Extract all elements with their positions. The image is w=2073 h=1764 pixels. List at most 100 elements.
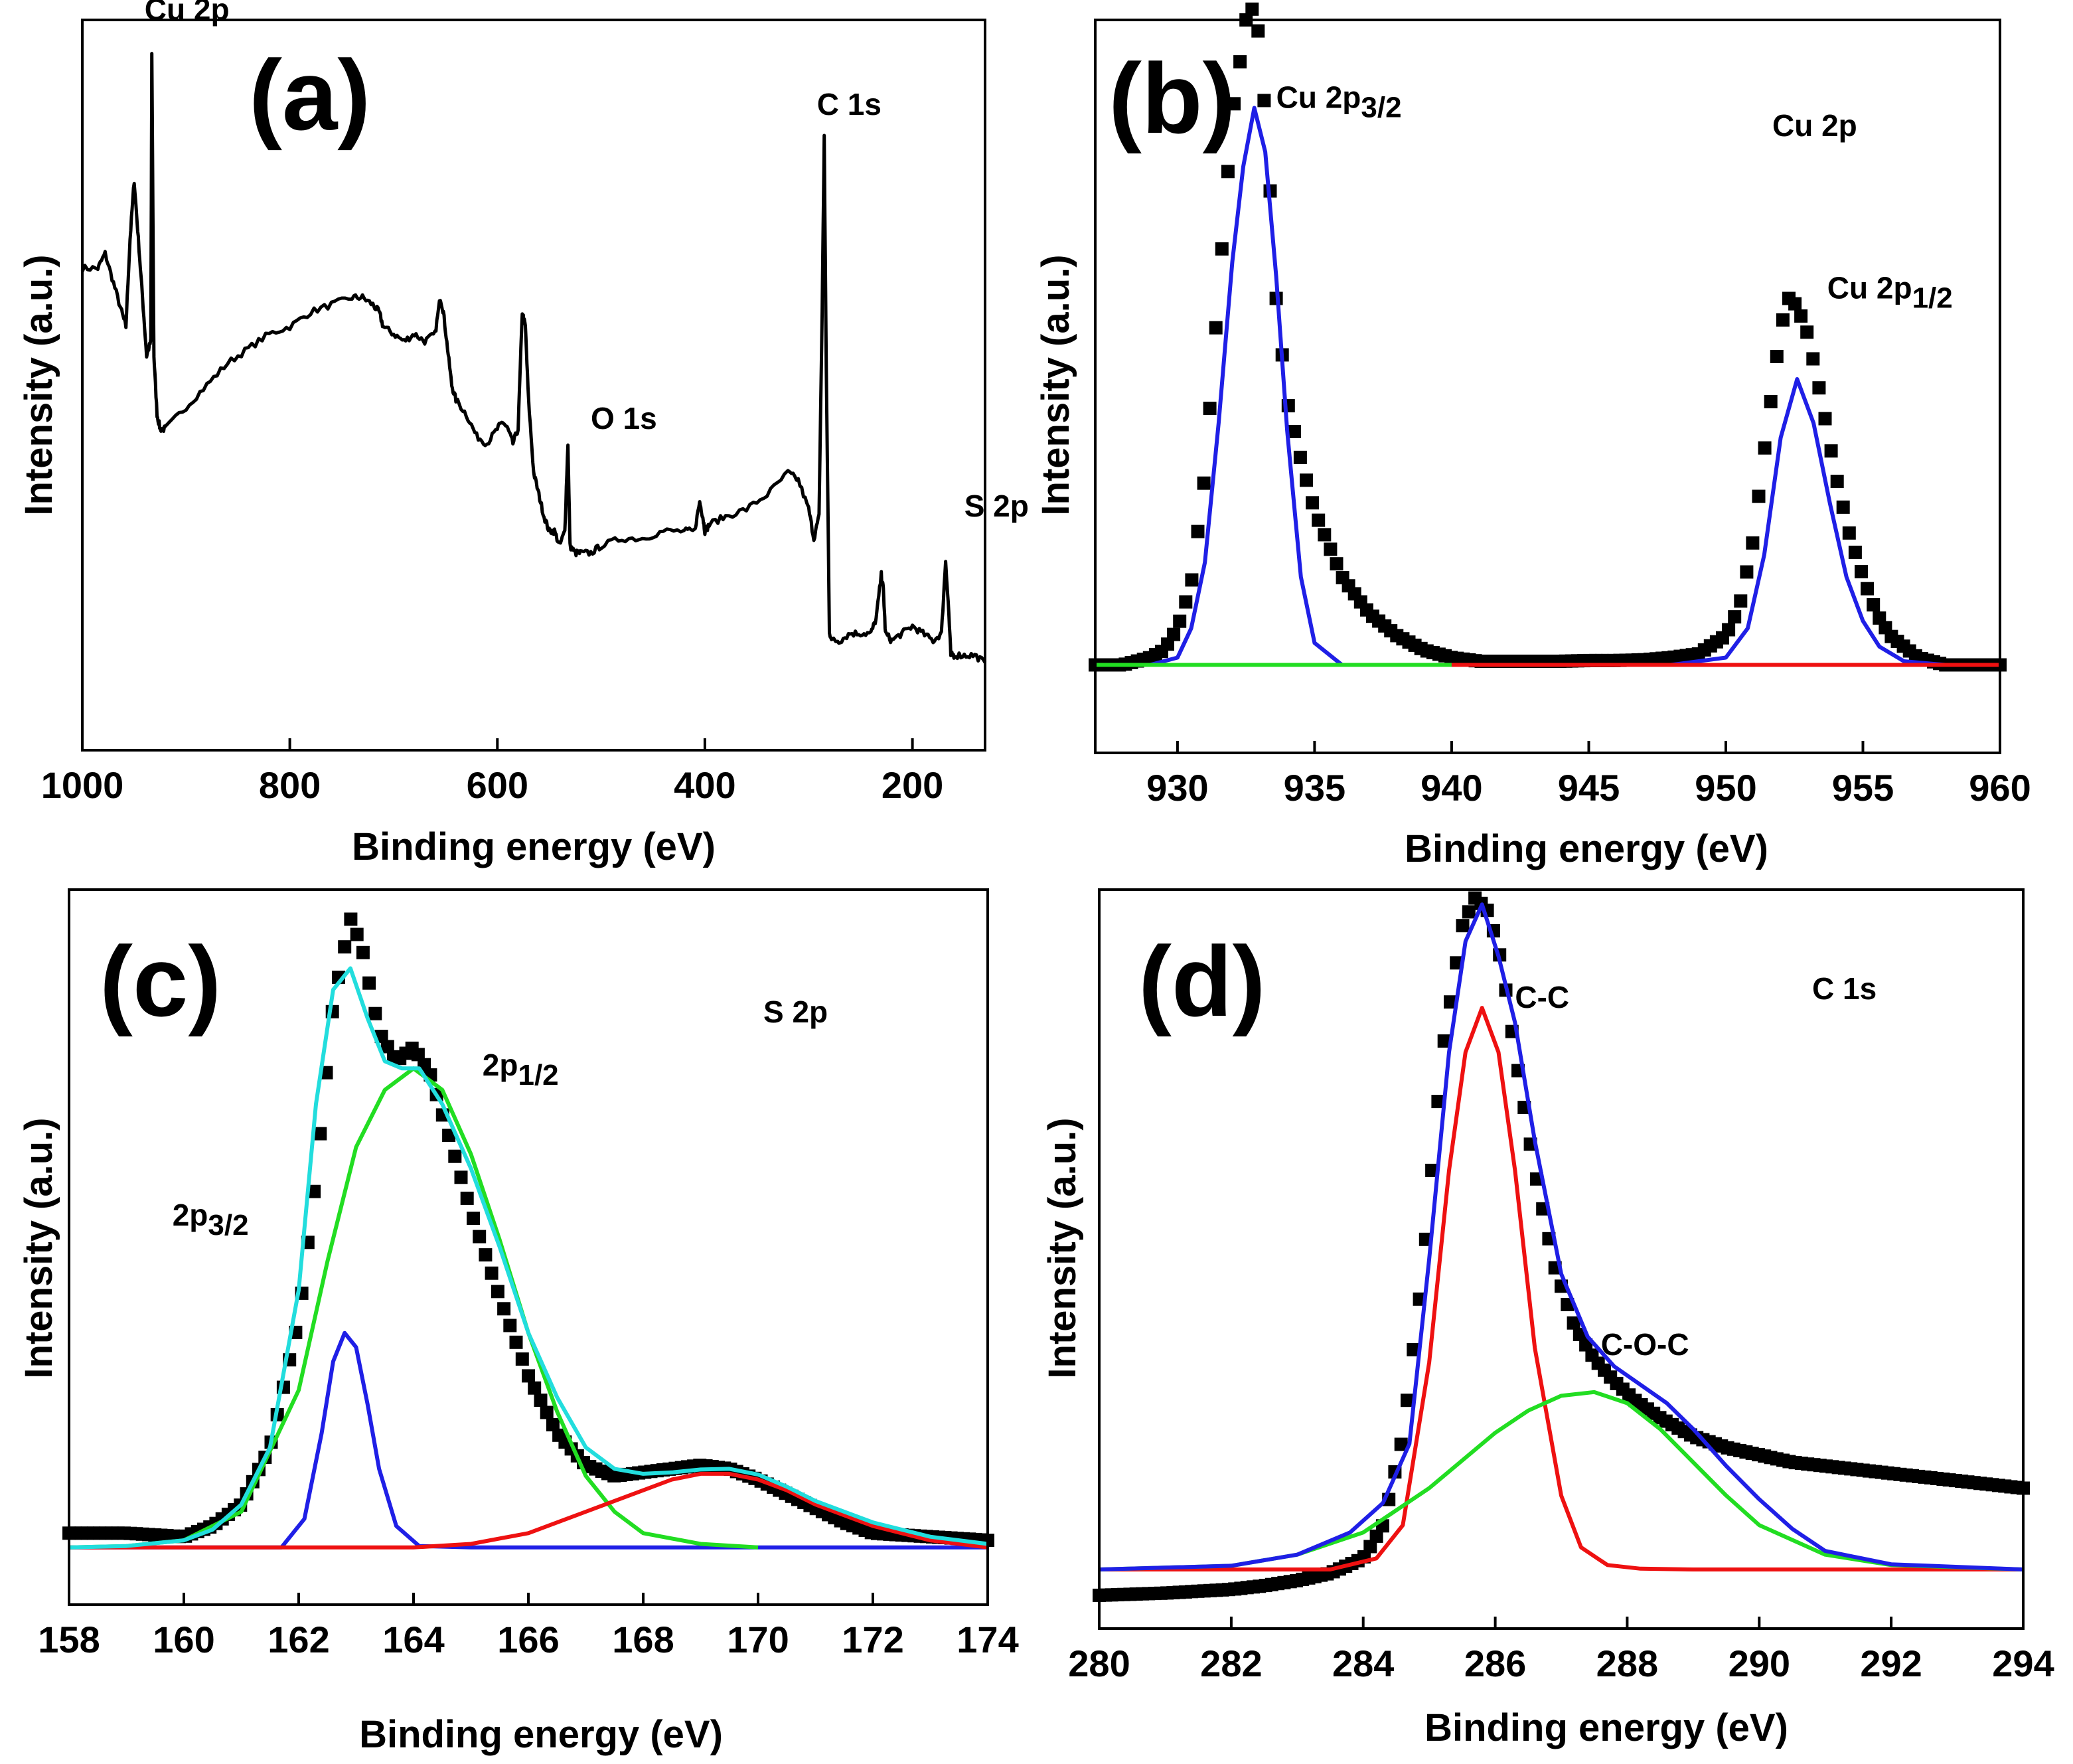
a-peak-annotation: O 1s bbox=[591, 401, 657, 436]
data-point bbox=[1369, 1529, 1383, 1543]
x-tick-label: 200 bbox=[882, 764, 943, 806]
data-point bbox=[479, 1248, 493, 1262]
data-point bbox=[1728, 610, 1742, 624]
x-tick-label: 280 bbox=[1068, 1643, 1130, 1684]
data-point bbox=[1734, 594, 1748, 608]
data-point bbox=[1800, 325, 1814, 339]
data-point bbox=[1450, 956, 1464, 970]
panel-d-title: C 1s bbox=[1812, 971, 1877, 1006]
x-tick-label: 935 bbox=[1284, 767, 1345, 809]
data-point bbox=[1251, 24, 1265, 38]
panel-c-label: (c) bbox=[100, 925, 221, 1037]
data-point bbox=[1579, 1338, 1593, 1352]
data-point bbox=[1456, 919, 1470, 933]
data-point bbox=[1824, 444, 1838, 458]
x-tick-label: 166 bbox=[497, 1619, 559, 1660]
panel-b-frame bbox=[1094, 19, 2001, 754]
data-point bbox=[1776, 313, 1790, 327]
b-series-1-line bbox=[1095, 106, 2000, 667]
data-point bbox=[522, 1369, 535, 1383]
data-point bbox=[1363, 1540, 1377, 1554]
x-tick-label: 162 bbox=[268, 1619, 329, 1660]
c-series-2-line bbox=[68, 1066, 759, 1550]
x-tick-label: 294 bbox=[1992, 1643, 2054, 1684]
panel-a-y-axis-title: Intensity (a.u.) bbox=[17, 254, 60, 515]
data-point bbox=[1215, 242, 1229, 256]
data-point bbox=[1770, 350, 1784, 363]
data-point bbox=[534, 1394, 548, 1407]
b-peak-annotation: Cu 2p3/2 bbox=[1276, 80, 1402, 124]
panel-a-x-axis-title: Binding energy (eV) bbox=[352, 825, 716, 868]
data-point bbox=[1300, 473, 1313, 487]
data-point bbox=[1401, 1394, 1414, 1407]
data-point bbox=[1257, 94, 1271, 108]
data-point bbox=[1867, 598, 1881, 611]
data-point bbox=[454, 1170, 468, 1184]
data-point bbox=[368, 1006, 382, 1020]
data-point bbox=[1722, 623, 1736, 637]
d-series-2-line bbox=[1099, 1390, 2024, 1571]
panel-d-marks bbox=[1093, 891, 2030, 1602]
panel-c-x-axis-title: Binding energy (eV) bbox=[359, 1713, 723, 1756]
panel-b-title: Cu 2p bbox=[1772, 108, 1857, 143]
data-point bbox=[448, 1149, 462, 1163]
data-point bbox=[1740, 565, 1754, 579]
panel-d: 280 282 284 286 288 290 292 294 (d) C 1s Bindin… bbox=[1041, 888, 2054, 1749]
data-point bbox=[1227, 97, 1241, 111]
data-point bbox=[1312, 513, 1326, 527]
data-point bbox=[540, 1405, 554, 1419]
data-point bbox=[1203, 402, 1217, 416]
panel-b-ticks: 930 935 940 945 950 955 960 bbox=[1146, 741, 2031, 809]
data-point bbox=[1173, 614, 1187, 628]
data-point bbox=[1855, 565, 1868, 579]
data-point bbox=[546, 1417, 560, 1431]
x-tick-label: 284 bbox=[1332, 1643, 1394, 1684]
panel-a: 1000 800 600 400 200 (a) Binding energy (eV)… bbox=[17, 0, 1029, 868]
data-point bbox=[1330, 557, 1344, 571]
data-point bbox=[503, 1319, 517, 1332]
data-point bbox=[344, 912, 358, 926]
panel-d-y-axis-title: Intensity (a.u.) bbox=[1041, 1117, 1084, 1378]
data-point bbox=[1191, 524, 1205, 538]
panel-a-frame bbox=[81, 19, 986, 752]
x-tick-label: 930 bbox=[1146, 767, 1208, 809]
data-point bbox=[1848, 545, 1862, 559]
x-tick-label: 800 bbox=[259, 764, 321, 806]
data-point bbox=[356, 945, 370, 959]
data-point bbox=[1197, 476, 1211, 490]
data-point bbox=[362, 976, 376, 990]
data-point bbox=[1179, 595, 1193, 609]
d-series-3-line bbox=[1099, 902, 2024, 1571]
d-peak-annotation: C-C bbox=[1515, 980, 1569, 1014]
panel-d-label: (d) bbox=[1138, 925, 1266, 1037]
data-point bbox=[380, 1040, 394, 1054]
x-tick-label: 168 bbox=[612, 1619, 674, 1660]
panel-c-ticks: 158 160 162 164 166 168 170 172 174 bbox=[38, 1593, 1019, 1660]
panel-c: 158 160 162 164 166 168 170 172 174 (c) S 2p Bin… bbox=[17, 888, 1019, 1756]
x-tick-label: 172 bbox=[842, 1619, 903, 1660]
x-tick-label: 174 bbox=[957, 1619, 1018, 1660]
data-point bbox=[350, 927, 364, 941]
data-point bbox=[1425, 1163, 1439, 1177]
data-point bbox=[1324, 542, 1338, 556]
x-tick-label: 600 bbox=[467, 764, 528, 806]
panel-c-y-axis-title: Intensity (a.u.) bbox=[17, 1117, 60, 1378]
data-point bbox=[1812, 381, 1826, 395]
data-point bbox=[1758, 441, 1772, 455]
data-point bbox=[497, 1302, 511, 1316]
data-point bbox=[1752, 489, 1766, 503]
data-point bbox=[528, 1381, 542, 1395]
panel-a-ticks: 1000 800 600 400 200 bbox=[41, 738, 943, 806]
data-point bbox=[1306, 496, 1320, 510]
data-point bbox=[1287, 425, 1301, 438]
data-point bbox=[1794, 309, 1808, 323]
data-point bbox=[1245, 2, 1259, 16]
d-series-1-line bbox=[1099, 1006, 2023, 1571]
x-tick-label: 290 bbox=[1728, 1643, 1790, 1684]
panel-a-label: (a) bbox=[249, 39, 370, 151]
panel-b-x-axis-title: Binding energy (eV) bbox=[1405, 827, 1768, 870]
data-point bbox=[307, 1184, 321, 1198]
x-tick-label: 1000 bbox=[41, 764, 124, 806]
panel-c-marks bbox=[62, 912, 994, 1550]
